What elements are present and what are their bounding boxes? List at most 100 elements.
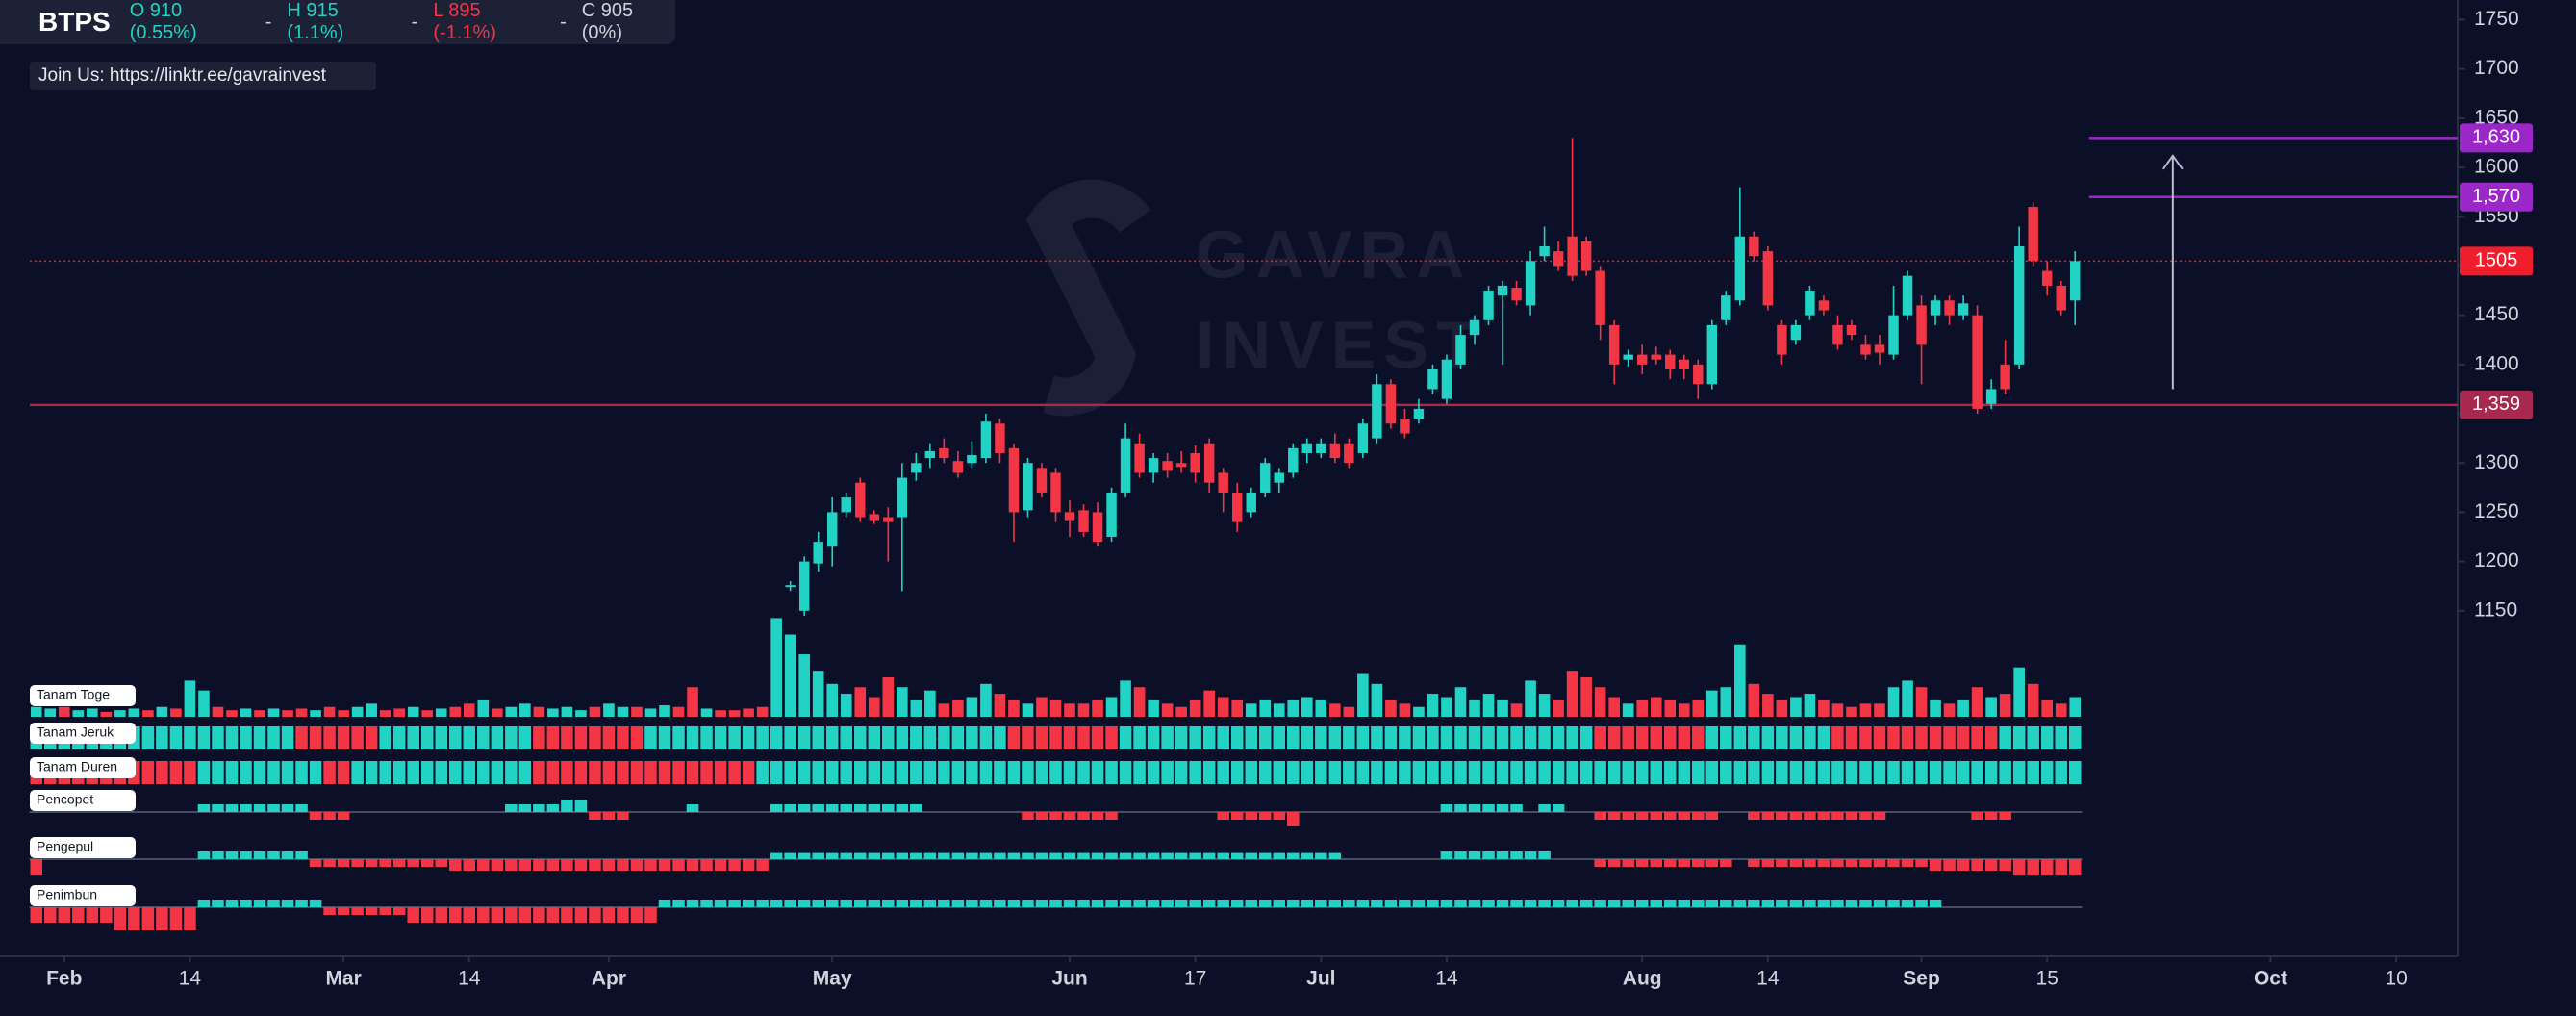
volume-bar <box>868 697 880 717</box>
signal-block <box>658 726 671 749</box>
histogram-bar <box>1538 804 1551 812</box>
histogram-bar <box>2068 859 2082 875</box>
candle-body <box>967 455 977 464</box>
signal-block <box>2068 761 2082 784</box>
candle-body <box>1231 492 1243 522</box>
histogram-bar <box>533 804 545 812</box>
histogram-bar <box>1496 851 1509 859</box>
signal-block <box>1468 726 1481 749</box>
volume-bar <box>407 706 419 717</box>
signal-block <box>1301 761 1314 784</box>
signal-block <box>1189 761 1201 784</box>
y-tick-label: 1650 <box>2474 106 2519 128</box>
signal-block <box>212 726 224 749</box>
candle-body <box>826 512 838 547</box>
signal-block <box>868 761 881 784</box>
volume-bar <box>966 697 978 717</box>
histogram-bar <box>1915 859 1928 867</box>
histogram-bar <box>491 907 504 923</box>
histogram-bar <box>295 804 308 812</box>
candle-body <box>1441 359 1452 399</box>
histogram-bar <box>1761 859 1775 867</box>
level-label: 1505 <box>2475 250 2518 271</box>
close-text: C 905 (0%) <box>581 0 634 43</box>
level-label-box <box>2460 246 2533 276</box>
candle-body <box>1777 324 1787 355</box>
histogram-bar <box>1929 859 1942 871</box>
histogram-bar <box>365 907 378 915</box>
histogram-bar <box>1091 812 1104 820</box>
histogram-bar <box>1817 900 1831 907</box>
volume-bar <box>30 706 42 717</box>
histogram-bar <box>1217 812 1229 820</box>
volume-bar <box>1497 699 1508 717</box>
histogram-bar <box>1859 812 1872 820</box>
histogram-bar <box>1817 812 1831 820</box>
histogram-bar <box>435 907 447 923</box>
histogram-bar <box>1971 812 1983 820</box>
separator: - <box>265 11 272 33</box>
histogram-bar <box>1622 812 1634 820</box>
histogram-bar <box>1356 900 1370 907</box>
histogram-bar <box>853 852 867 859</box>
histogram-bar <box>505 907 518 923</box>
histogram-bar <box>379 859 391 867</box>
signal-block <box>1524 726 1537 749</box>
histogram-bar <box>1845 812 1858 820</box>
volume-bar <box>715 710 726 717</box>
signal-block <box>630 761 644 784</box>
candle-body <box>1427 368 1438 390</box>
candle-body <box>1078 510 1089 532</box>
signal-block <box>1454 726 1467 749</box>
signal-block <box>1245 726 1257 749</box>
candle-body <box>1832 324 1843 345</box>
histogram-bar <box>1328 900 1342 907</box>
histogram-bar <box>1873 900 1886 907</box>
volume-bar <box>770 618 782 717</box>
signal-block <box>197 726 211 749</box>
histogram-bar <box>1524 851 1537 859</box>
volume-bar <box>1441 697 1452 717</box>
histogram-bar <box>184 907 196 930</box>
signal-block <box>1371 761 1383 784</box>
histogram-bar <box>910 804 922 812</box>
signal-block <box>518 726 532 749</box>
candle-body <box>1930 300 1941 316</box>
histogram-bar <box>784 900 796 907</box>
volume-bar <box>505 706 518 717</box>
histogram-bar <box>1258 852 1272 859</box>
signal-block <box>840 726 852 749</box>
signal-block <box>1133 761 1146 784</box>
candle-body <box>841 497 851 513</box>
histogram-bar <box>1119 852 1132 859</box>
histogram-bar <box>1105 900 1118 907</box>
histogram-bar <box>700 900 713 907</box>
signal-block <box>812 726 824 749</box>
arrow-head <box>2162 154 2184 170</box>
signal-block <box>770 726 783 749</box>
histogram-bar <box>392 907 406 915</box>
volume-bar <box>1790 697 1802 717</box>
signal-block <box>589 726 601 749</box>
signal-block <box>420 726 434 749</box>
signal-block <box>574 726 588 749</box>
candle-body <box>1162 461 1173 471</box>
histogram-bar <box>1607 900 1621 907</box>
histogram-bar <box>561 859 573 871</box>
signal-block <box>253 761 266 784</box>
candle-body <box>1721 295 1731 320</box>
volume-bar <box>310 710 321 717</box>
histogram-bar <box>1510 804 1523 812</box>
histogram-bar <box>825 852 839 859</box>
histogram-bar <box>1077 812 1090 820</box>
signal-block <box>812 761 824 784</box>
link-box[interactable]: Join Us: https://linktr.ee/gavrainvest <box>30 62 376 90</box>
x-tick-label: 10 <box>2385 968 2407 990</box>
volume-bar <box>435 708 447 717</box>
signal-block <box>1650 761 1662 784</box>
volume-bar <box>1357 673 1369 717</box>
signal-block <box>1705 726 1719 749</box>
signal-block <box>435 761 447 784</box>
histogram-bar <box>1049 852 1062 859</box>
x-tick-label: Apr <box>592 968 626 990</box>
